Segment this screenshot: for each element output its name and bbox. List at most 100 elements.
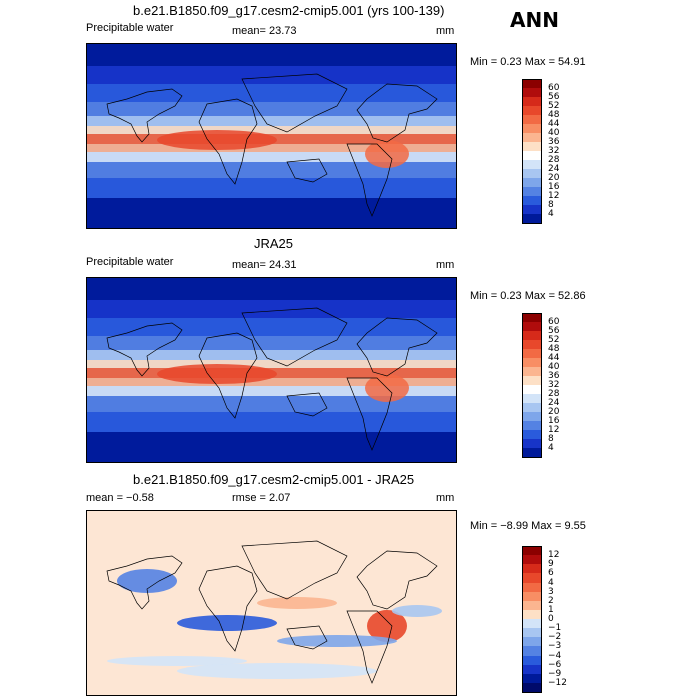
field-band	[87, 126, 456, 134]
colorbar-label: 9	[548, 559, 554, 570]
colorbar-label: 28	[548, 389, 560, 399]
coastline	[286, 392, 328, 417]
panel3-mean: mean = −0.58	[86, 492, 154, 504]
colorbar-label: 20	[548, 173, 560, 183]
colorbar-label: 44	[548, 119, 560, 129]
colorbar-label: 36	[548, 371, 560, 381]
panel1-map	[86, 43, 457, 229]
panel3-map-field	[87, 511, 456, 695]
colorbar-label: 32	[548, 380, 560, 390]
field-blob	[177, 663, 377, 679]
panel3-title: b.e21.B1850.f09_g17.cesm2-cmip5.001 - JR…	[133, 472, 415, 487]
panel2-units: mm	[436, 259, 455, 271]
colorbar-swatch	[522, 106, 542, 116]
colorbar-swatch	[522, 331, 542, 341]
colorbar-swatch	[522, 133, 542, 143]
colorbar-label: −12	[548, 677, 567, 688]
colorbar-swatch	[522, 214, 542, 224]
colorbar-label: 52	[548, 101, 560, 111]
field-band	[87, 116, 456, 126]
field-band	[87, 152, 456, 162]
field-band	[87, 162, 456, 178]
colorbar-swatch	[522, 582, 542, 593]
colorbar-swatch	[522, 421, 542, 431]
field-band	[87, 336, 456, 350]
coastline	[241, 540, 348, 600]
coastline	[106, 555, 183, 610]
panel3-rmse: rmse = 2.07	[232, 492, 291, 504]
colorbar-label: 36	[548, 137, 560, 147]
field-band	[87, 378, 456, 386]
colorbar-swatch	[522, 88, 542, 98]
panel2-mean: mean= 24.31	[232, 259, 297, 271]
coastline	[356, 83, 438, 143]
colorbar-label: 16	[548, 182, 560, 192]
coastline	[106, 322, 183, 377]
colorbar-swatch	[522, 591, 542, 602]
colorbar-label: 12	[548, 425, 560, 435]
field-blob	[117, 569, 177, 593]
field-band	[87, 432, 456, 462]
colorbar-swatch	[522, 403, 542, 413]
colorbar-label: −4	[548, 650, 562, 661]
field-band	[87, 84, 456, 102]
colorbar-swatch	[522, 628, 542, 638]
panel3-map	[86, 510, 457, 696]
colorbar-swatch	[522, 142, 542, 152]
colorbar-swatch	[522, 600, 542, 611]
field-blob	[257, 597, 337, 609]
colorbar-label: 12	[548, 550, 560, 561]
season-label: ANN	[510, 8, 559, 32]
field-band	[87, 350, 456, 360]
colorbar-swatch	[522, 385, 542, 395]
colorbar-swatch	[522, 124, 542, 134]
panel1-variable-label: Precipitable water	[86, 22, 174, 34]
colorbar-label: 0	[548, 614, 554, 624]
colorbar-label: 6	[548, 568, 554, 579]
colorbar-label: 32	[548, 146, 560, 156]
field-band	[87, 318, 456, 336]
colorbar-swatch	[522, 673, 542, 684]
colorbar-swatch	[522, 340, 542, 350]
field-blob	[367, 610, 407, 642]
colorbar-swatch	[522, 115, 542, 125]
field-band	[87, 386, 456, 396]
colorbar-label: 2	[548, 595, 554, 606]
colorbar-label: 1	[548, 604, 554, 615]
colorbar-label: 20	[548, 407, 560, 417]
field-band	[87, 360, 456, 368]
colorbar-swatch	[522, 394, 542, 404]
colorbar-label: 56	[548, 326, 560, 336]
colorbar-swatch	[522, 160, 542, 170]
colorbar-swatch	[522, 619, 542, 629]
colorbar-label: 40	[548, 128, 560, 138]
coastline	[106, 88, 183, 143]
colorbar-swatch	[522, 187, 542, 197]
colorbar-label: 3	[548, 586, 554, 597]
colorbar-label: 24	[548, 398, 560, 408]
colorbar-label: −1	[548, 623, 562, 634]
panel2-colorbar: 60 56 52 48 44 40 36 32 28 24 20 16 12 8 4	[522, 313, 582, 458]
colorbar-swatch	[522, 349, 542, 359]
panel2-minmax: Min = 0.23 Max = 52.86	[470, 290, 586, 302]
coastline	[241, 73, 348, 133]
panel3-minmax: Min = −8.99 Max = 9.55	[470, 520, 586, 532]
colorbar-swatch	[522, 196, 542, 206]
colorbar-swatch	[522, 664, 542, 675]
colorbar-label: 28	[548, 155, 560, 165]
coastline	[356, 550, 438, 610]
field-blob	[107, 656, 247, 666]
field-band	[87, 44, 456, 66]
colorbar-swatch	[522, 573, 542, 583]
colorbar-label: 60	[548, 317, 560, 327]
colorbar-swatch	[522, 151, 542, 161]
field-blob	[277, 635, 397, 647]
panel1-mean: mean= 23.73	[232, 25, 297, 37]
colorbar-swatch	[522, 637, 542, 647]
colorbar-label: 48	[548, 344, 560, 354]
coastline	[198, 565, 258, 652]
coastline	[286, 625, 328, 650]
colorbar-swatch	[522, 646, 542, 656]
colorbar-swatch	[522, 79, 542, 89]
coastline	[346, 377, 393, 451]
